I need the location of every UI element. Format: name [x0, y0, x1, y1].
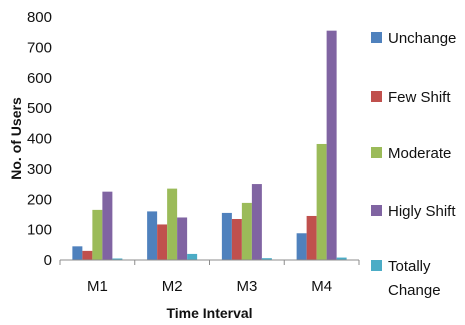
y-tick-label: 400	[27, 131, 52, 148]
bar-moderate-m3	[241, 202, 252, 260]
bar-moderate-m4	[316, 143, 327, 260]
bar-series-group	[72, 30, 347, 261]
y-axis-ticks: 0 100 200 300 400 500 600 700 800	[27, 9, 52, 269]
x-tick-label: M1	[87, 278, 108, 295]
bar-moderate-m1	[92, 209, 103, 260]
legend-label: Totally Change	[388, 258, 441, 299]
bar-higly-shift-m1	[102, 191, 113, 260]
bar-higly-shift-m3	[251, 184, 262, 260]
legend-swatch	[371, 205, 382, 216]
legend-swatch	[371, 147, 382, 158]
y-tick-label: 800	[27, 9, 52, 26]
legend-swatch	[371, 32, 382, 43]
x-axis-ticks: M1 M2 M3 M4	[59, 260, 360, 295]
bar-totally-change-m2	[187, 253, 198, 260]
bar-unchange-m1	[72, 246, 83, 260]
bar-unchange-m2	[147, 211, 158, 260]
bar-few-shift-m3	[231, 218, 242, 260]
bar-unchange-m3	[221, 212, 232, 260]
bar-higly-shift-m2	[177, 217, 188, 260]
legend-swatch	[371, 260, 382, 271]
x-tick-label: M2	[162, 278, 183, 295]
bar-few-shift-m2	[157, 224, 168, 260]
y-tick-label: 500	[27, 100, 52, 117]
y-tick-label: 300	[27, 161, 52, 178]
legend-label: Unchange	[388, 30, 456, 47]
bar-totally-change-m4	[336, 257, 347, 260]
bar-totally-change-m3	[261, 258, 272, 260]
legend-swatch	[371, 91, 382, 102]
bar-totally-change-m1	[112, 258, 123, 260]
legend-label: Moderate	[388, 145, 451, 162]
bar-few-shift-m1	[82, 250, 93, 260]
legend: Unchange Few Shift Moderate Higly Shift Tota…	[371, 30, 456, 299]
bar-moderate-m2	[167, 188, 178, 260]
y-tick-label: 0	[44, 252, 52, 269]
x-axis-title: Time Interval	[166, 305, 252, 321]
bar-few-shift-m4	[306, 215, 317, 260]
y-tick-label: 700	[27, 39, 52, 56]
y-tick-label: 100	[27, 222, 52, 239]
y-tick-label: 600	[27, 70, 52, 87]
y-axis-title: No. of Users	[8, 97, 24, 180]
bar-unchange-m4	[296, 233, 307, 260]
x-tick-label: M3	[236, 278, 257, 295]
y-tick-label: 200	[27, 191, 52, 208]
legend-label: Few Shift	[388, 89, 451, 106]
legend-label: Higly Shift	[388, 203, 456, 220]
x-tick-label: M4	[311, 278, 332, 295]
bar-higly-shift-m4	[326, 30, 337, 261]
